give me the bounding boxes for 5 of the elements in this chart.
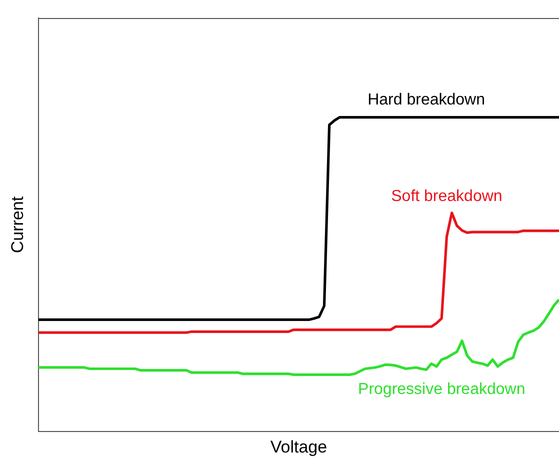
y-axis-title: Current [8, 196, 27, 254]
x-axis-title: Voltage [270, 437, 328, 456]
series-label: Hard breakdown [368, 92, 485, 109]
series-label: Soft breakdown [391, 188, 502, 206]
series-label: Progressive breakdown [358, 381, 526, 398]
